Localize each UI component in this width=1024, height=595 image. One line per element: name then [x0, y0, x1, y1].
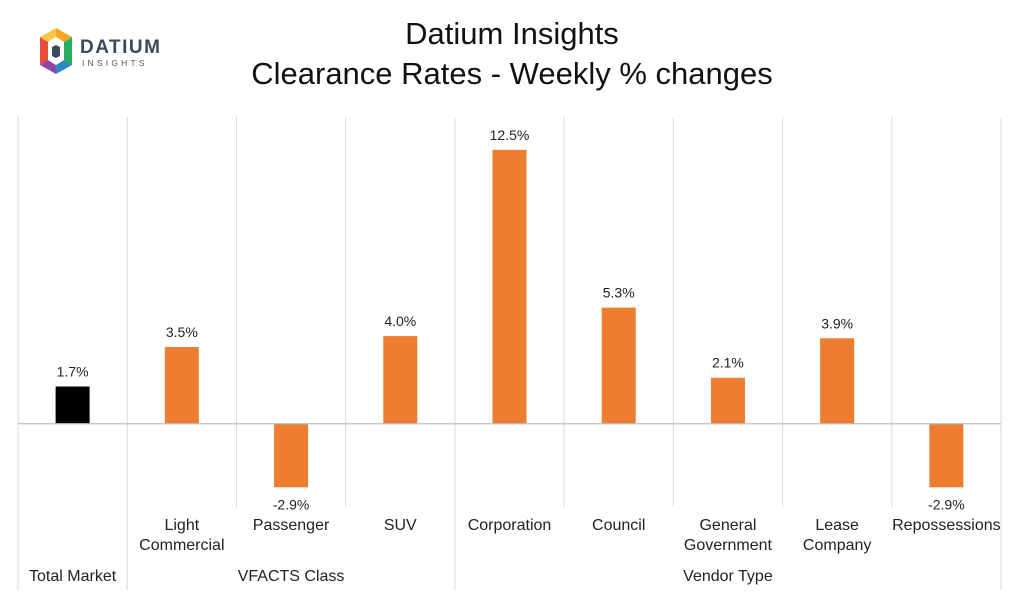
category-label: General — [699, 517, 756, 534]
bar — [710, 377, 745, 424]
category-label: Passenger — [253, 517, 330, 534]
data-label: 5.3% — [603, 285, 635, 301]
data-label: 3.5% — [166, 324, 198, 340]
data-label: -2.9% — [928, 496, 965, 512]
bar — [820, 338, 855, 424]
bar — [492, 149, 527, 424]
datium-cube-icon — [40, 28, 72, 74]
data-label: 4.0% — [384, 313, 416, 329]
bar — [55, 386, 90, 424]
bar — [601, 307, 636, 424]
data-label: 2.1% — [712, 355, 744, 371]
title-line-1: Datium Insights — [405, 16, 619, 51]
group-label: Total Market — [29, 568, 117, 585]
category-label: Lease — [815, 517, 859, 534]
category-label: Commercial — [139, 537, 224, 554]
category-label: Council — [592, 517, 645, 534]
data-label: 12.5% — [490, 127, 530, 143]
data-label: 1.7% — [57, 363, 89, 379]
chart-title: Datium Insights Clearance Rates - Weekly… — [0, 14, 1024, 94]
logo-name: DATIUM — [80, 37, 161, 58]
category-label: Light — [164, 517, 199, 534]
category-label: SUV — [384, 517, 417, 534]
bar — [164, 347, 199, 424]
group-label: Vendor Type — [683, 568, 773, 585]
title-line-2: Clearance Rates - Weekly % changes — [251, 56, 773, 91]
datium-logo: DATIUM INSIGHTS — [40, 28, 161, 74]
bar — [929, 423, 964, 488]
bar — [383, 336, 418, 424]
category-label: Company — [803, 537, 871, 554]
logo-subtitle: INSIGHTS — [82, 58, 148, 68]
data-label: 3.9% — [821, 315, 853, 331]
category-label: Corporation — [468, 517, 552, 534]
category-label: Repossessions — [892, 517, 1001, 534]
data-label: -2.9% — [273, 496, 310, 512]
bar — [274, 423, 309, 488]
category-label: Government — [684, 537, 773, 554]
group-label: VFACTS Class — [238, 568, 345, 585]
